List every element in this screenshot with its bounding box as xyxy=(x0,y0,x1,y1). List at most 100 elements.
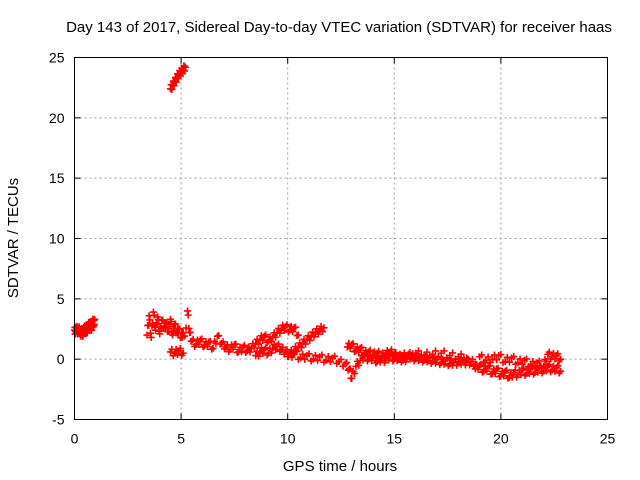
data-point xyxy=(326,358,334,366)
data-point xyxy=(156,330,164,338)
data-point xyxy=(322,356,330,364)
data-point xyxy=(176,325,184,333)
data-point xyxy=(240,341,248,349)
data-point xyxy=(324,353,332,361)
data-point xyxy=(341,360,349,368)
data-point xyxy=(262,344,270,352)
data-point xyxy=(297,344,305,352)
data-point xyxy=(198,335,206,343)
data-point xyxy=(529,357,537,365)
data-point xyxy=(215,332,223,340)
data-point xyxy=(294,331,302,339)
data-point xyxy=(195,340,203,348)
y-tick-label: 15 xyxy=(49,170,65,186)
data-point xyxy=(380,354,388,362)
data-point xyxy=(514,359,522,367)
data-point xyxy=(520,364,528,372)
data-point xyxy=(522,355,530,363)
data-point xyxy=(449,349,457,357)
y-tick-label: 10 xyxy=(49,231,65,247)
data-point xyxy=(517,371,525,379)
data-point xyxy=(356,344,364,352)
data-point xyxy=(518,360,526,368)
data-point xyxy=(392,349,400,357)
data-point xyxy=(146,316,154,324)
data-point xyxy=(263,338,271,346)
x-tick-label: 5 xyxy=(177,431,185,447)
data-point xyxy=(484,353,492,361)
plot-frame xyxy=(74,57,608,420)
data-point xyxy=(319,328,327,336)
data-point xyxy=(483,367,491,375)
data-point xyxy=(276,329,284,337)
y-tick-label: -5 xyxy=(52,412,65,428)
data-point xyxy=(311,351,319,359)
data-point xyxy=(179,329,187,337)
data-point xyxy=(535,357,543,365)
data-layer xyxy=(71,62,565,382)
data-point xyxy=(409,353,417,361)
data-point xyxy=(292,323,300,331)
y-tick-label: 25 xyxy=(49,50,65,66)
data-point xyxy=(545,348,553,356)
data-point xyxy=(474,365,482,373)
data-point xyxy=(457,360,465,368)
data-point xyxy=(503,366,511,374)
data-point xyxy=(174,351,182,359)
data-point xyxy=(494,364,502,372)
x-axis-label: GPS time / hours xyxy=(283,458,397,475)
data-point xyxy=(176,345,184,353)
data-point xyxy=(432,347,440,355)
series-sdtvar xyxy=(71,62,565,382)
data-point xyxy=(493,356,501,364)
data-point xyxy=(179,349,187,357)
data-point xyxy=(355,361,363,369)
data-point xyxy=(534,368,542,376)
data-point xyxy=(375,347,383,355)
data-point xyxy=(289,328,297,336)
data-point xyxy=(167,318,175,326)
data-point xyxy=(349,340,357,348)
data-point xyxy=(314,330,322,338)
data-point xyxy=(181,63,189,71)
data-point xyxy=(203,342,211,350)
data-point xyxy=(510,353,518,361)
data-point xyxy=(208,345,216,353)
x-tick-label: 0 xyxy=(71,431,79,447)
data-point xyxy=(283,321,291,329)
data-point xyxy=(292,348,300,356)
data-point xyxy=(209,344,217,352)
data-point xyxy=(466,361,474,369)
x-tick-label: 25 xyxy=(600,431,616,447)
data-point xyxy=(385,352,393,360)
data-point xyxy=(205,338,213,346)
data-point xyxy=(309,355,317,363)
data-point xyxy=(153,320,161,328)
data-point xyxy=(186,328,194,336)
data-point xyxy=(143,331,151,339)
data-point xyxy=(318,351,326,359)
data-point xyxy=(147,333,155,341)
data-point xyxy=(457,350,465,358)
data-point xyxy=(310,333,318,341)
data-point xyxy=(540,362,548,370)
data-point xyxy=(184,311,192,319)
data-point xyxy=(525,369,533,377)
data-point xyxy=(196,336,204,344)
y-axis-label: SDTVAR / TECUs xyxy=(5,178,22,298)
data-point xyxy=(554,350,562,358)
data-point xyxy=(348,341,356,349)
data-point xyxy=(238,348,246,356)
data-point xyxy=(288,353,296,361)
data-point xyxy=(497,351,505,359)
data-point xyxy=(255,340,263,348)
data-point xyxy=(463,354,471,362)
data-point xyxy=(542,367,550,375)
data-point xyxy=(478,351,486,359)
data-point xyxy=(348,374,356,382)
data-point xyxy=(320,324,328,332)
data-point xyxy=(423,348,431,356)
data-point xyxy=(149,320,157,328)
data-point xyxy=(255,352,263,360)
